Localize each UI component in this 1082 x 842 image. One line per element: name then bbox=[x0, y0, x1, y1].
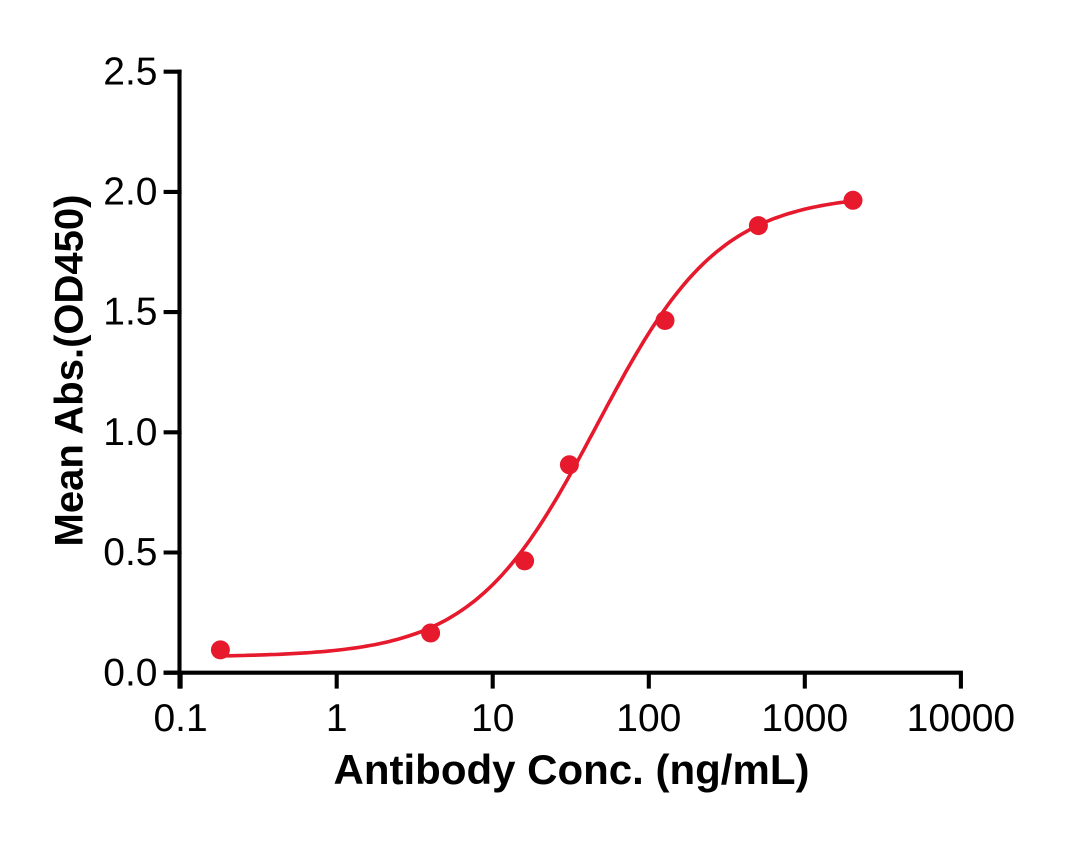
svg-text:2.5: 2.5 bbox=[103, 50, 157, 93]
svg-text:1000: 1000 bbox=[761, 697, 848, 740]
svg-text:1.0: 1.0 bbox=[103, 411, 157, 454]
svg-text:0.1: 0.1 bbox=[153, 697, 207, 740]
svg-text:Mean Abs.(OD450): Mean Abs.(OD450) bbox=[48, 195, 92, 547]
svg-text:0.0: 0.0 bbox=[103, 651, 157, 694]
svg-text:10000: 10000 bbox=[907, 697, 1015, 740]
svg-text:Antibody Conc. (ng/mL): Antibody Conc. (ng/mL) bbox=[334, 746, 810, 793]
svg-text:0.5: 0.5 bbox=[103, 531, 157, 574]
svg-text:1.5: 1.5 bbox=[103, 291, 157, 334]
svg-text:1: 1 bbox=[326, 697, 348, 740]
svg-text:10: 10 bbox=[471, 697, 514, 740]
svg-text:2.0: 2.0 bbox=[103, 171, 157, 214]
svg-text:100: 100 bbox=[616, 697, 681, 740]
